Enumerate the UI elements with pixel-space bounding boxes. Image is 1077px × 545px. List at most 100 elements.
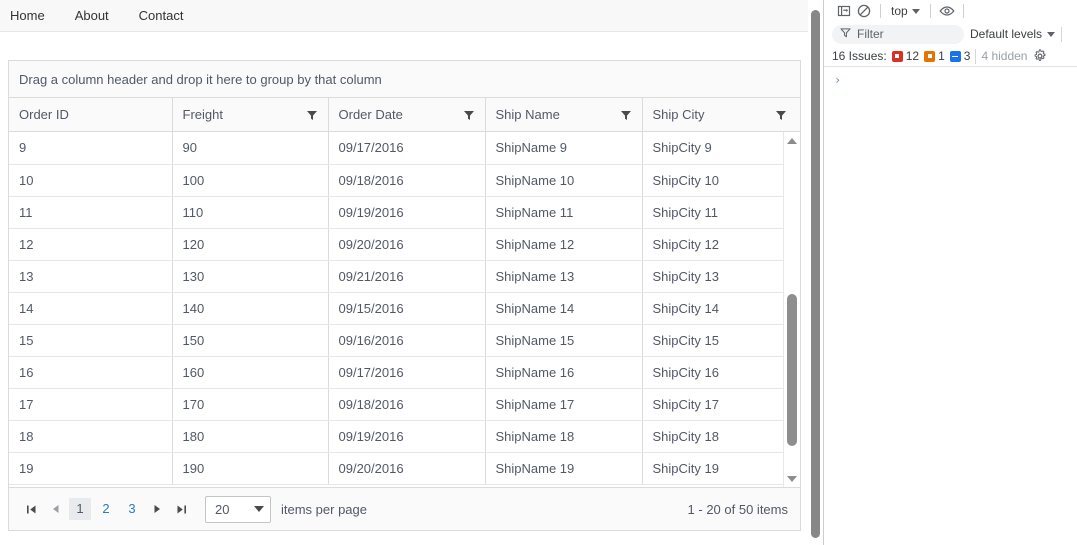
issues-summary-bar[interactable]: 16 Issues: 12 1 3 4 hidden	[824, 46, 1077, 67]
filter-icon[interactable]	[306, 109, 318, 121]
devtools-filter-bar: Filter Default levels	[824, 22, 1077, 46]
cell-freight: 160	[172, 356, 329, 389]
column-title: Freight	[182, 107, 223, 122]
site-navbar: Home About Contact	[0, 0, 808, 32]
table-row[interactable]: 10 100 09/18/2016 ShipName 10 ShipCity 10	[9, 164, 785, 197]
column-header-ship-city[interactable]: Ship City	[642, 98, 797, 131]
toolbar-divider	[880, 4, 881, 18]
issue-errors[interactable]: 12	[891, 49, 920, 63]
table-row[interactable]: 15 150 09/16/2016 ShipName 15 ShipCity 15	[9, 324, 785, 357]
cell-order-date: 09/17/2016	[328, 356, 486, 389]
console-output-area[interactable]: ›	[824, 67, 1077, 545]
cell-order-date: 09/18/2016	[328, 164, 486, 197]
pager-next-button[interactable]	[145, 497, 169, 521]
cell-order-id: 10	[9, 164, 173, 197]
browser-scrollbar-thumb[interactable]	[811, 10, 820, 538]
console-sidebar-icon[interactable]	[834, 1, 854, 21]
error-badge-icon	[891, 50, 903, 62]
log-levels-dropdown[interactable]: Default levels	[970, 27, 1056, 41]
toolbar-divider	[929, 4, 931, 18]
pager-page-2[interactable]: 2	[102, 501, 110, 516]
grid-body: 9 90 09/17/2016 ShipName 9 ShipCity 9 10 100 09…	[9, 132, 785, 485]
grid-vertical-scrollbar[interactable]	[783, 132, 800, 487]
cell-freight: 140	[172, 292, 329, 325]
cell-ship-name: ShipName 9	[485, 132, 643, 165]
table-row[interactable]: 14 140 09/15/2016 ShipName 14 ShipCity 14	[9, 292, 785, 325]
cell-ship-city: ShipCity 12	[642, 228, 785, 261]
cell-order-id: 14	[9, 292, 173, 325]
scroll-down-arrow-icon[interactable]	[784, 470, 800, 487]
cell-order-date: 09/18/2016	[328, 388, 486, 421]
cell-ship-city: ShipCity 14	[642, 292, 785, 325]
error-count: 12	[905, 49, 920, 63]
table-row[interactable]: 11 110 09/19/2016 ShipName 11 ShipCity 11	[9, 196, 785, 229]
page-size-dropdown[interactable]: 20	[205, 495, 271, 523]
group-drop-area[interactable]: Drag a column header and drop it here to…	[9, 61, 800, 98]
execution-context-dropdown[interactable]: top	[887, 4, 924, 18]
cell-ship-city: ShipCity 16	[642, 356, 785, 389]
warning-count: 1	[938, 49, 945, 63]
cell-ship-name: ShipName 17	[485, 388, 643, 421]
live-expression-eye-icon[interactable]	[937, 1, 957, 21]
column-header-ship-name[interactable]: Ship Name	[485, 98, 643, 131]
cell-ship-city: ShipCity 17	[642, 388, 785, 421]
table-row[interactable]: 9 90 09/17/2016 ShipName 9 ShipCity 9	[9, 132, 785, 165]
cell-freight: 130	[172, 260, 329, 293]
table-row[interactable]: 17 170 09/18/2016 ShipName 17 ShipCity 17	[9, 388, 785, 421]
cell-order-date: 09/17/2016	[328, 132, 486, 165]
toolbar-divider	[975, 48, 977, 64]
console-filter-input[interactable]: Filter	[832, 24, 964, 44]
filter-icon[interactable]	[463, 109, 475, 121]
cell-ship-name: ShipName 18	[485, 420, 643, 453]
cell-order-date: 09/20/2016	[328, 452, 486, 485]
filter-icon[interactable]	[620, 109, 632, 121]
cell-freight: 190	[172, 452, 329, 485]
pager-page-3[interactable]: 3	[128, 501, 136, 516]
chevron-down-icon	[911, 8, 920, 14]
pager-page-1[interactable]: 1	[69, 498, 91, 520]
cell-order-id: 9	[9, 132, 173, 165]
pager-first-button[interactable]	[19, 497, 43, 521]
table-row[interactable]: 12 120 09/20/2016 ShipName 12 ShipCity 12	[9, 228, 785, 261]
browser-page-scrollbar[interactable]	[808, 0, 823, 545]
column-header-order-id[interactable]: Order ID	[9, 98, 173, 131]
cell-ship-city: ShipCity 18	[642, 420, 785, 453]
issue-warnings[interactable]: 1	[924, 49, 945, 63]
cell-order-date: 09/19/2016	[328, 420, 486, 453]
console-prompt[interactable]: ›	[834, 73, 1077, 87]
filter-icon	[840, 27, 851, 41]
cell-ship-name: ShipName 19	[485, 452, 643, 485]
settings-gear-icon[interactable]	[1032, 48, 1048, 64]
console-filter-placeholder: Filter	[857, 27, 884, 41]
pager-info: 1 - 20 of 50 items	[687, 501, 788, 517]
table-row[interactable]: 16 160 09/17/2016 ShipName 16 ShipCity 16	[9, 356, 785, 389]
cell-ship-city: ShipCity 11	[642, 196, 785, 229]
grid-pager: 1 2 3 20 items per page 1 - 20 of 50 ite…	[9, 487, 800, 530]
cell-freight: 110	[172, 196, 329, 229]
column-header-freight[interactable]: Freight	[172, 98, 329, 131]
cell-ship-city: ShipCity 13	[642, 260, 785, 293]
table-row[interactable]: 19 190 09/20/2016 ShipName 19 ShipCity 19	[9, 452, 785, 485]
grid-scrollbar-thumb[interactable]	[787, 294, 797, 446]
column-header-order-date[interactable]: Order Date	[328, 98, 486, 131]
nav-link-about[interactable]: About	[74, 7, 109, 23]
cell-ship-city: ShipCity 19	[642, 452, 785, 485]
cell-freight: 120	[172, 228, 329, 261]
pager-last-button[interactable]	[169, 497, 193, 521]
filter-icon[interactable]	[775, 109, 787, 121]
clear-console-icon[interactable]	[854, 1, 874, 21]
cell-order-id: 18	[9, 420, 173, 453]
pager-prev-button[interactable]	[43, 497, 67, 521]
grid-body-scroll-area[interactable]: 9 90 09/17/2016 ShipName 9 ShipCity 9 10 100 09…	[9, 132, 800, 487]
cell-freight: 150	[172, 324, 329, 357]
scroll-up-arrow-icon[interactable]	[784, 132, 800, 149]
table-row[interactable]: 18 180 09/19/2016 ShipName 18 ShipCity 18	[9, 420, 785, 453]
issue-infos[interactable]: 3	[949, 49, 970, 63]
cell-order-id: 16	[9, 356, 173, 389]
table-row[interactable]: 13 130 09/21/2016 ShipName 13 ShipCity 13	[9, 260, 785, 293]
column-title: Ship Name	[495, 107, 560, 122]
nav-link-home[interactable]: Home	[10, 7, 45, 23]
warning-badge-icon	[924, 50, 936, 62]
cell-order-id: 17	[9, 388, 173, 421]
nav-link-contact[interactable]: Contact	[138, 7, 184, 23]
